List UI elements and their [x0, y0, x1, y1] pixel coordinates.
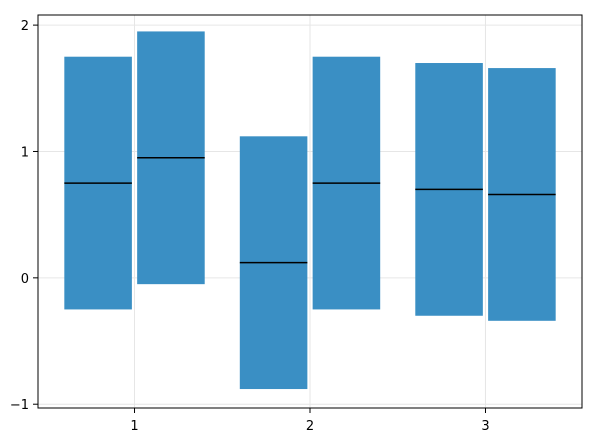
- axis-tick-labels: 1 2 3 −1 0 1 2: [10, 19, 490, 434]
- y-tick-label: −1: [10, 398, 29, 413]
- y-tick-label: 0: [21, 272, 29, 287]
- crossbar-series: [64, 31, 556, 390]
- axis-ticks: [33, 24, 486, 413]
- x-tick-label: 3: [481, 419, 489, 434]
- x-tick-label: 2: [306, 419, 314, 434]
- x-tick-label: 1: [130, 419, 138, 434]
- y-tick-label: 1: [21, 145, 29, 160]
- y-tick-label: 2: [21, 19, 29, 34]
